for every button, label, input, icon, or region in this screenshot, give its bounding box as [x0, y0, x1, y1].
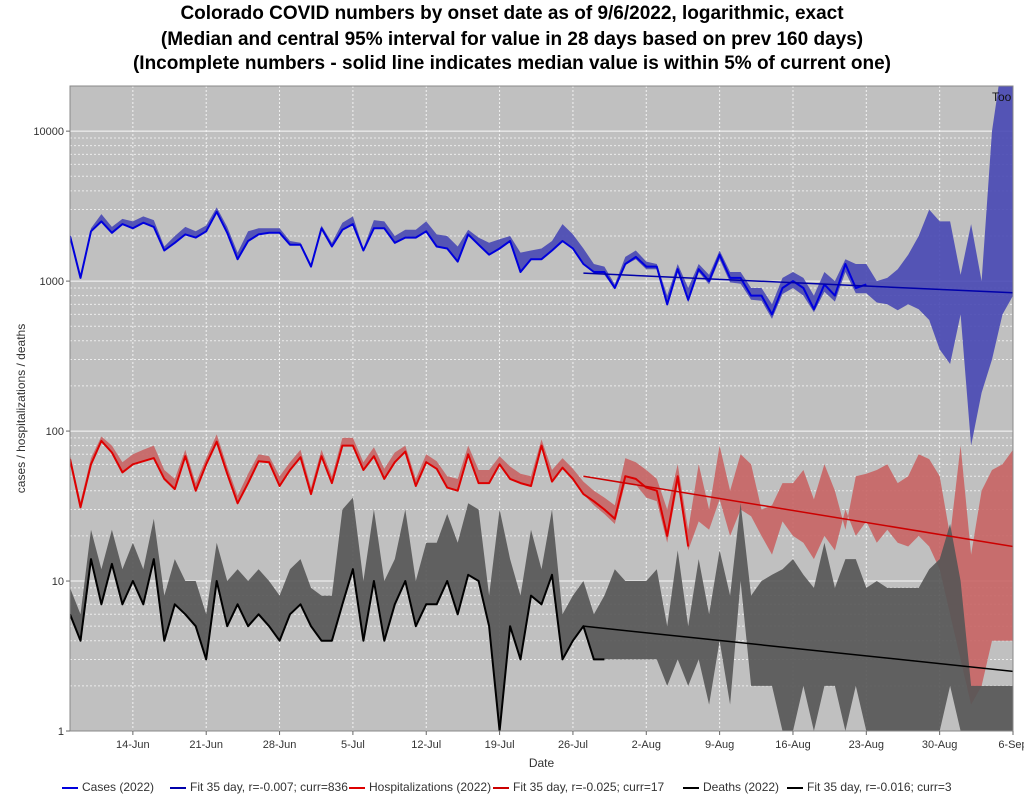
x-tick-label: 14-Jun [116, 739, 150, 751]
cases-line [70, 210, 867, 316]
plot-frame [69, 85, 1014, 732]
legend-label: Hospitalizations (2022) [369, 780, 492, 794]
legend-label: Fit 35 day, r=-0.016; curr=3 [807, 780, 952, 794]
x-tick-label: 5-Jul [341, 739, 365, 751]
legend: Cases (2022) Fit 35 day, r=-0.007; curr=8… [0, 778, 1024, 798]
corner-label: Too [992, 90, 1012, 104]
legend-swatch [170, 787, 186, 789]
legend-swatch [349, 787, 365, 789]
x-axis-ticks: 14-Jun 21-Jun 28-Jun 5-Jul 12-Jul 19-Jul 26-Ju… [116, 731, 1024, 751]
chart-title-line-3: (Incomplete numbers - solid line indicat… [132, 53, 892, 74]
y-axis-label: cases / hospitalizations / deaths [14, 324, 28, 493]
x-tick-label: 6-Sep [998, 739, 1024, 751]
deaths-band [70, 497, 1013, 731]
x-tick-label: 30-Aug [922, 739, 957, 751]
deaths_fit-line [583, 625, 1013, 673]
cases_fit-line [583, 272, 1013, 294]
y-tick-label: 10 [52, 576, 64, 588]
legend-swatch [62, 787, 78, 789]
series-lines [70, 210, 867, 731]
y-tick-label: 1 [58, 726, 64, 738]
x-axis-label: Date [529, 756, 555, 770]
x-tick-label: 23-Aug [849, 739, 884, 751]
x-tick-label: 19-Jul [485, 739, 515, 751]
hosp-line [70, 439, 690, 547]
confidence-bands [70, 86, 1013, 731]
x-tick-label: 2-Aug [632, 739, 661, 751]
hosp_fit-line [583, 475, 1013, 548]
y-axis-ticks: 1 10 100 1000 10000 [33, 126, 70, 738]
y-tick-label: 10000 [33, 126, 64, 138]
legend-label: Cases (2022) [82, 780, 155, 794]
chart-title-line-2: (Median and central 95% interval for val… [160, 29, 864, 50]
legend-label: Fit 35 day, r=-0.025; curr=17 [513, 780, 665, 794]
hosp-band [70, 434, 1013, 705]
y-tick-label: 1000 [40, 276, 64, 288]
legend-swatch [493, 787, 509, 789]
x-tick-label: 12-Jul [411, 739, 441, 751]
deaths-line [70, 558, 605, 731]
legend-label: Fit 35 day, r=-0.007; curr=836 [190, 780, 348, 794]
legend-swatch [787, 787, 803, 789]
chart-title-line-1: Colorado COVID numbers by onset date as … [180, 3, 844, 24]
legend-swatch [683, 787, 699, 789]
y-tick-label: 100 [46, 426, 64, 438]
x-tick-label: 16-Aug [775, 739, 810, 751]
x-tick-label: 9-Aug [705, 739, 734, 751]
x-tick-label: 26-Jul [558, 739, 588, 751]
legend-label: Deaths (2022) [703, 780, 780, 794]
x-tick-label: 21-Jun [189, 739, 223, 751]
fit-lines [583, 272, 1013, 673]
x-tick-label: 28-Jun [263, 739, 297, 751]
